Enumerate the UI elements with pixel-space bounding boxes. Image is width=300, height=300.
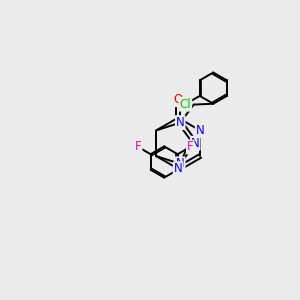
Text: N: N	[174, 162, 182, 175]
Text: Cl: Cl	[180, 98, 191, 111]
Text: O: O	[173, 93, 183, 106]
Text: N: N	[176, 116, 184, 129]
Text: N: N	[191, 137, 200, 150]
Text: F: F	[187, 140, 194, 154]
Text: F: F	[135, 140, 142, 154]
Text: N: N	[176, 158, 184, 170]
Text: N: N	[196, 124, 205, 137]
